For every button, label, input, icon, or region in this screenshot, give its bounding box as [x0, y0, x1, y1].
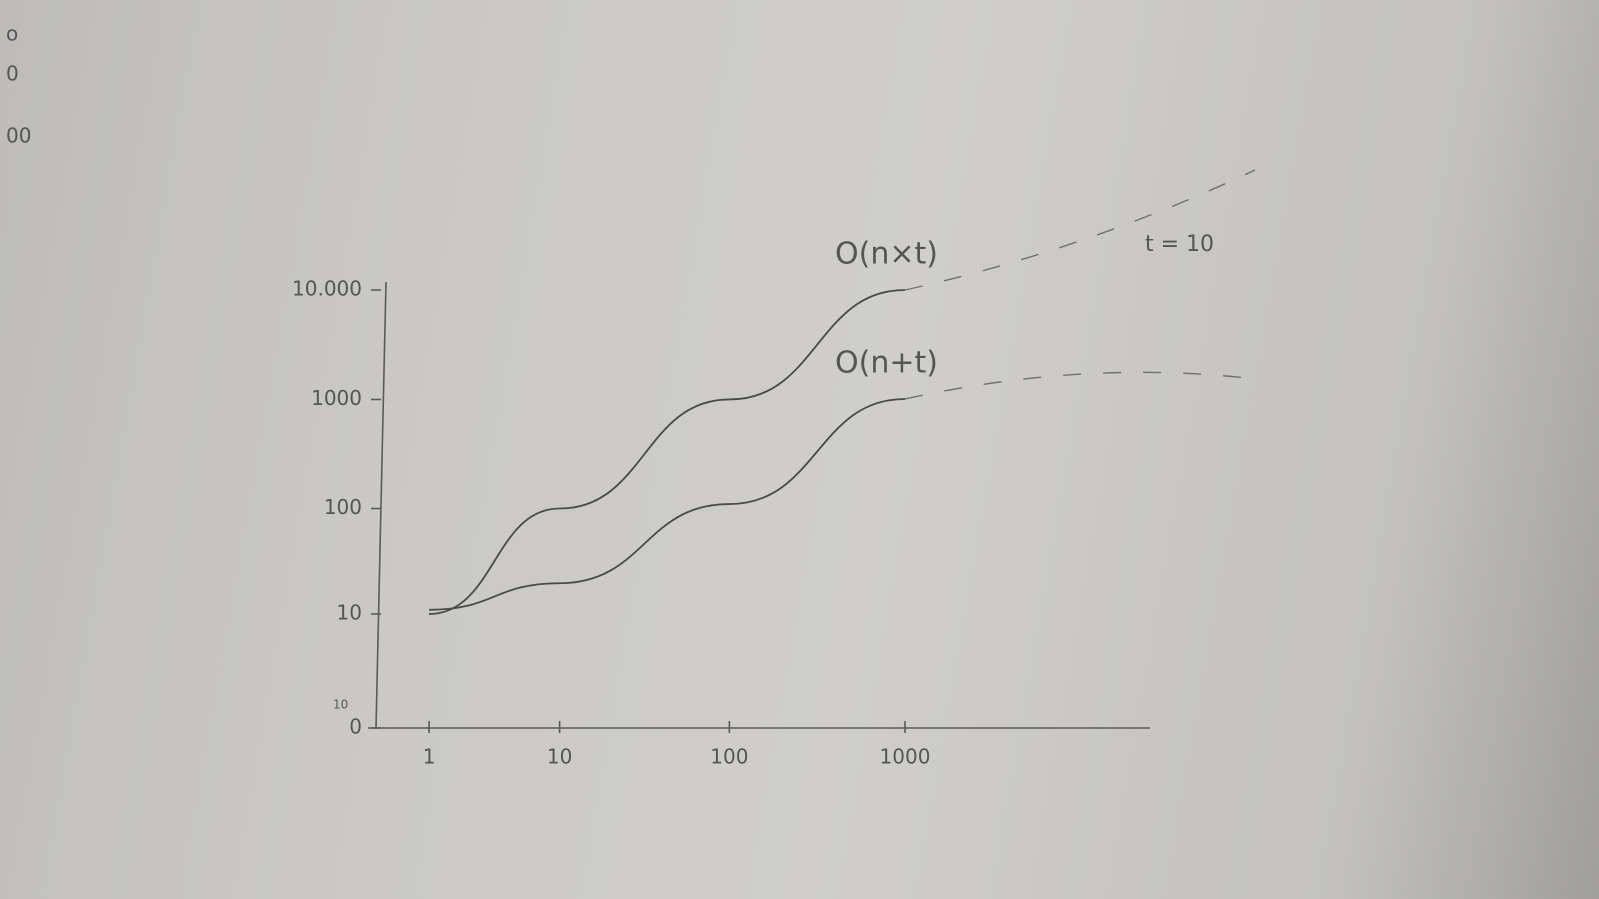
y-tick-label: 0: [349, 715, 362, 739]
y-axis: [375, 281, 387, 729]
x-tick-label: 100: [710, 745, 748, 769]
y-tick-label: 10.000: [292, 277, 362, 301]
series-line: [429, 398, 906, 611]
y-tick-label: 1000: [311, 386, 362, 410]
x-tick-label: 1: [423, 745, 436, 769]
margin-note: 00: [6, 124, 31, 148]
series-line: [429, 289, 906, 615]
x-tick-label: 1000: [880, 745, 931, 769]
series-label: O(n+t): [835, 345, 938, 380]
y-tick-label: 10: [337, 600, 362, 624]
annotation: 10: [333, 698, 348, 712]
series-continuation: [904, 169, 1256, 291]
x-tick-label: 10: [547, 745, 572, 769]
series-label: O(n×t): [835, 237, 938, 272]
margin-note: 0: [6, 62, 19, 86]
margin-note: o: [6, 22, 18, 46]
y-tick-label: 100: [324, 495, 362, 519]
annotation: t = 10: [1145, 232, 1214, 257]
series-continuation: [904, 371, 1256, 400]
